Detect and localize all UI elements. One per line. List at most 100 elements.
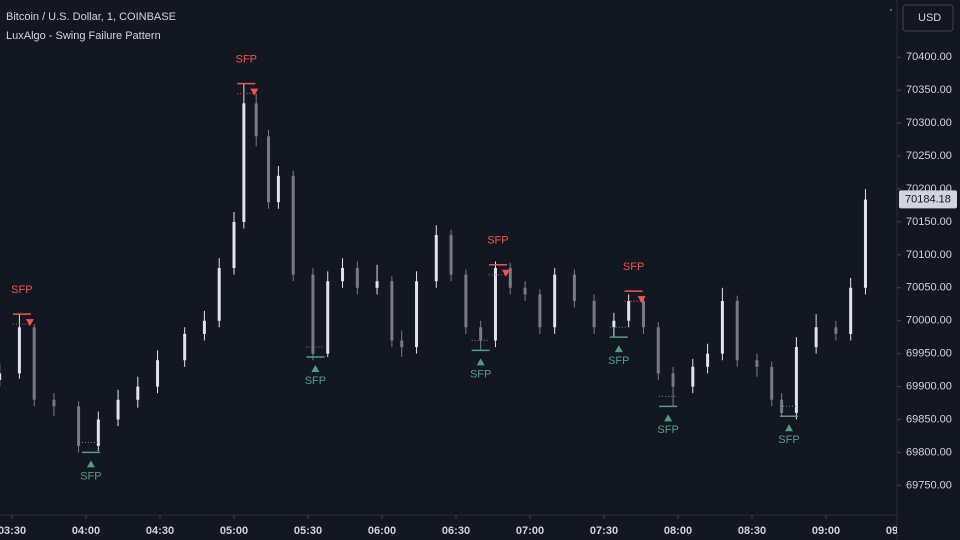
candle-body (32, 327, 36, 400)
candle-body (291, 175, 295, 275)
candle-body (96, 419, 100, 446)
y-tick-label: 69750.00 (906, 479, 952, 491)
sfp-marker (86, 460, 95, 468)
candle-body (267, 136, 271, 203)
candle-body (400, 340, 404, 348)
y-tick-label: 70050.00 (906, 282, 952, 294)
sfp-label: SFP (778, 434, 799, 446)
x-tick-label: 04:00 (72, 525, 100, 537)
last-price-tag (899, 190, 957, 209)
y-tick-label: 69800.00 (906, 446, 952, 458)
y-tick-label: 70400.00 (906, 51, 952, 63)
menu-dot (890, 9, 892, 11)
candle-body (276, 175, 280, 203)
currency-label[interactable]: USD (918, 12, 941, 24)
x-tick-label: 06:30 (442, 525, 470, 537)
candle-body (523, 287, 527, 295)
sfp-label: SFP (608, 355, 629, 367)
y-tick-label: 69850.00 (906, 413, 952, 425)
chart-title: Bitcoin / U.S. Dollar, 1, COINBASE (6, 11, 176, 23)
plot-area: SFP SFP SFP SFP SFP SFP SFP SFP SFP SFP (0, 54, 867, 482)
sfp-label: SFP (487, 235, 508, 247)
x-tick-label: 09:00 (812, 525, 840, 537)
y-tick-label: 70350.00 (906, 84, 952, 96)
sfp-marker (664, 414, 673, 422)
candle-body (52, 399, 56, 407)
candle-body (464, 274, 468, 328)
candle-body (780, 399, 784, 413)
candle-body (538, 294, 542, 328)
candle-body (375, 281, 379, 288)
candle-body (449, 235, 453, 275)
candle-body (755, 360, 759, 367)
x-tick-label: 09:30 (886, 525, 914, 537)
candle-body (735, 300, 739, 361)
x-tick-label: 08:00 (664, 525, 692, 537)
x-tick-label: 07:00 (516, 525, 544, 537)
candle-body (814, 327, 818, 348)
x-tick-label: 05:00 (220, 525, 248, 537)
candle-body (706, 353, 710, 367)
candle-body (341, 268, 345, 282)
sfp-label: SFP (236, 54, 257, 66)
candle-body (390, 281, 394, 341)
x-tick-label: 07:30 (590, 525, 618, 537)
candle-body (479, 327, 483, 341)
y-tick-label: 70250.00 (906, 150, 952, 162)
candle-body (691, 366, 695, 387)
y-tick-label: 69900.00 (906, 380, 952, 392)
candle-body (612, 320, 616, 328)
x-tick-label: 08:30 (738, 525, 766, 537)
candle-body (232, 221, 236, 269)
candle-body (17, 327, 21, 374)
candle-body (627, 300, 631, 321)
sfp-marker (25, 319, 34, 327)
y-tick-label: 70150.00 (906, 216, 952, 228)
candle-body (508, 268, 512, 288)
last-price-label: 70184.18 (905, 193, 951, 205)
x-tick-label: 06:00 (368, 525, 396, 537)
candle-body (794, 347, 798, 413)
currency-button[interactable] (902, 4, 954, 32)
x-tick-label: 03:30 (0, 525, 26, 537)
candle-body (136, 386, 140, 400)
candle-body (720, 300, 724, 354)
x-tick-label: 05:30 (294, 525, 322, 537)
candle-body (493, 268, 497, 341)
candle-body (242, 103, 246, 222)
candle-body (415, 281, 419, 348)
sfp-label: SFP (11, 284, 32, 296)
candle-body (156, 360, 160, 387)
time-axis: 03:30 04:00 04:30 05:00 05:30 06:00 06:30 07:00… (0, 515, 914, 537)
candle-body (254, 103, 258, 137)
candle-body (116, 399, 120, 420)
candle-body (217, 268, 221, 321)
sfp-marker (614, 345, 623, 353)
y-tick-label: 70300.00 (906, 117, 952, 129)
sfp-label: SFP (305, 375, 326, 387)
sfp-marker (637, 296, 646, 304)
sfp-label: SFP (80, 470, 101, 482)
y-tick-label: 70100.00 (906, 249, 952, 261)
candle-body (0, 373, 2, 380)
sfp-label: SFP (470, 368, 491, 380)
sfp-marker (311, 364, 320, 372)
sfp-marker (250, 88, 259, 96)
sfp-label: SFP (623, 261, 644, 273)
candle-body (770, 366, 774, 400)
candle-body (553, 274, 557, 328)
x-tick-label: 04:30 (146, 525, 174, 537)
y-tick-label: 70000.00 (906, 315, 952, 327)
sfp-marker (476, 358, 485, 366)
indicator-name: LuxAlgo - Swing Failure Pattern (6, 30, 161, 42)
sfp-label: SFP (657, 424, 678, 436)
candle-body (77, 406, 81, 446)
candle-body (656, 327, 660, 374)
candle-body (641, 300, 645, 328)
sfp-marker (785, 424, 793, 432)
candle-body (311, 274, 315, 354)
candle-body (592, 300, 596, 328)
candle-body (183, 333, 187, 361)
